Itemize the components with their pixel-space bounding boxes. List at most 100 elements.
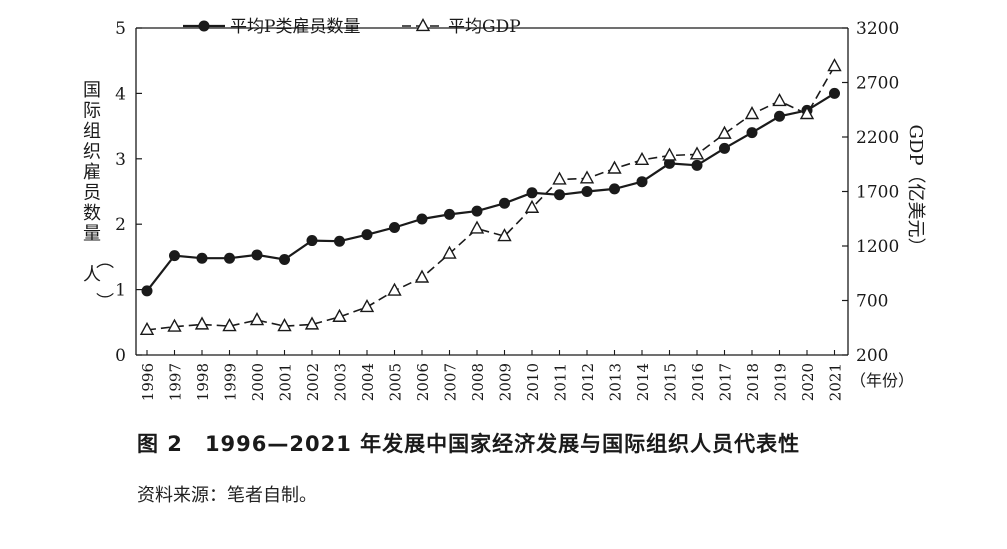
- x-tick-label: 2016: [689, 363, 707, 401]
- x-tick-label: 2011: [552, 363, 570, 401]
- left-axis-title-char: 人: [83, 265, 101, 286]
- source-note: 资料来源：笔者自制。: [137, 485, 317, 506]
- gdp-point: [579, 170, 595, 184]
- figure-caption: 图 2 1996—2021 年发展中国家经济发展与国际组织人员代表性: [137, 428, 800, 458]
- x-tick-label: 2021: [827, 363, 845, 401]
- legend-staff-label: 平均P类雇员数量: [230, 17, 360, 37]
- x-unit-label: （年份）: [850, 371, 914, 390]
- left-tick-label: 2: [115, 215, 126, 235]
- staff-point: [554, 189, 565, 201]
- x-tick-label: 2018: [744, 363, 762, 401]
- gdp-point: [359, 298, 375, 313]
- left-axis-title-char: 际: [83, 101, 101, 122]
- left-axis-title-char: 量: [83, 224, 101, 245]
- left-tick-label: 5: [115, 19, 126, 39]
- gdp-point: [497, 228, 512, 242]
- left-tick-label: 4: [115, 84, 126, 104]
- x-tick-label: 1998: [194, 363, 212, 401]
- x-tick-label: 1996: [139, 363, 157, 401]
- staff-point: [581, 186, 593, 197]
- staff-point: [609, 183, 620, 195]
- staff-line: [146, 92, 836, 292]
- staff-point: [774, 110, 785, 122]
- right-tick-label: 200: [856, 346, 888, 366]
- gdp-point: [744, 106, 760, 120]
- gdp-point: [662, 147, 677, 161]
- gdp-point: [442, 245, 457, 259]
- staff-point: [389, 221, 400, 233]
- x-tick-label: 2015: [662, 363, 680, 401]
- x-tick-label: 1999: [222, 363, 240, 401]
- gdp-line: [146, 65, 836, 331]
- gdp-point: [139, 321, 155, 336]
- right-tick-label: 2700: [856, 74, 899, 94]
- x-tick-label: 2010: [524, 363, 542, 401]
- left-axis-title-char: 国: [83, 80, 101, 101]
- gdp-point: [689, 146, 705, 160]
- legend-gdp-label: 平均GDP: [448, 17, 521, 37]
- staff-point: [251, 249, 263, 261]
- left-axis-title-char: （: [93, 251, 114, 269]
- gdp-point: [194, 316, 210, 330]
- right-axis-title: GDP（亿美元）: [905, 125, 926, 256]
- x-tick-label: 2001: [277, 363, 295, 401]
- right-tick-label: 3200: [856, 19, 899, 39]
- left-axis-title-char: 组: [83, 121, 101, 142]
- gdp-point: [607, 160, 622, 174]
- staff-point: [691, 159, 703, 171]
- left-axis-title-char: 织: [83, 142, 101, 163]
- x-tick-label: 2017: [717, 363, 735, 401]
- staff-point: [306, 235, 318, 247]
- left-axis-title-char: 员: [83, 183, 101, 204]
- staff-point: [416, 213, 428, 225]
- x-tick-label: 2012: [579, 363, 597, 401]
- gdp-point: [799, 106, 815, 120]
- gdp-point: [304, 316, 320, 330]
- x-tick-label: 2008: [469, 363, 487, 401]
- staff-point: [169, 250, 180, 262]
- staff-point: [719, 142, 730, 154]
- x-tick-label: 2000: [249, 363, 267, 401]
- x-tick-label: 2019: [772, 363, 790, 401]
- staff-point: [444, 208, 455, 220]
- staff-point: [526, 187, 538, 199]
- gdp-point: [717, 125, 732, 139]
- right-tick-label: 700: [856, 292, 888, 312]
- left-axis-title-char: 雇: [83, 162, 101, 183]
- figure-number: 图 2: [137, 432, 183, 456]
- x-tick-label: 2009: [497, 363, 515, 401]
- staff-point: [141, 285, 153, 297]
- gdp-point: [167, 318, 182, 332]
- staff-point: [361, 229, 373, 241]
- gdp-point: [772, 92, 787, 107]
- gdp-point: [634, 151, 650, 165]
- staff-point: [334, 235, 345, 247]
- x-tick-label: 2005: [387, 363, 405, 401]
- right-tick-label: 1200: [856, 237, 899, 257]
- x-tick-label: 1997: [167, 363, 185, 401]
- x-tick-label: 2003: [332, 363, 350, 401]
- left-tick-label: 0: [115, 346, 126, 366]
- gdp-point: [469, 220, 485, 234]
- x-tick-label: 2004: [359, 363, 377, 401]
- staff-point: [196, 252, 208, 264]
- left-axis-title-char: 数: [83, 203, 101, 224]
- x-tick-label: 2006: [414, 363, 432, 401]
- legend-gdp-marker: [415, 17, 431, 32]
- left-tick-label: 3: [115, 150, 126, 170]
- gdp-point: [524, 199, 540, 213]
- gdp-point: [552, 171, 567, 185]
- staff-point: [746, 127, 758, 139]
- legend-staff-marker: [198, 20, 210, 32]
- x-tick-label: 2013: [607, 363, 625, 401]
- gdp-point: [249, 312, 265, 326]
- staff-point: [279, 254, 290, 266]
- staff-point: [471, 205, 483, 217]
- left-tick-label: 1: [115, 281, 126, 301]
- x-tick-label: 2002: [304, 363, 322, 401]
- staff-point: [224, 252, 235, 264]
- gdp-point: [277, 318, 292, 332]
- x-tick-label: 2007: [442, 363, 460, 401]
- x-tick-label: 2014: [634, 363, 652, 401]
- dual-axis-line-chart: 0 1 2 3 4 5 200 700 1200 1700 2200 2700 3200 1996 1997…: [83, 17, 926, 401]
